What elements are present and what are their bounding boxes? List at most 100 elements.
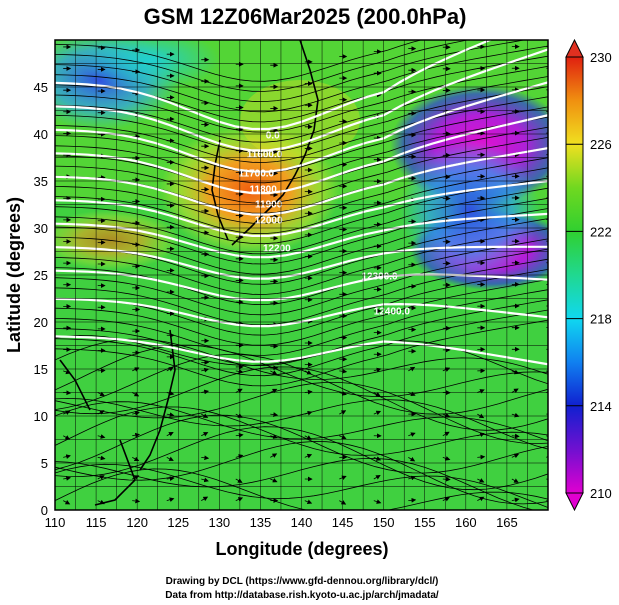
contour-label: 12000	[255, 215, 283, 226]
wind-arrow	[477, 389, 485, 394]
chart-title: GSM 12Z06Mar2025 (200.0hPa)	[144, 4, 467, 29]
wind-arrow	[442, 367, 451, 372]
wind-arrow	[97, 455, 106, 461]
wind-arrow	[201, 455, 210, 461]
wind-arrow	[270, 434, 278, 439]
x-tick-label: 140	[291, 515, 313, 530]
contour-label: 0.0	[266, 131, 280, 142]
wind-arrow	[63, 499, 71, 505]
wind-arrow	[373, 456, 382, 461]
wind-arrow	[408, 497, 417, 503]
colorbar-max-triangle	[565, 38, 584, 58]
wind-arrow	[63, 435, 71, 440]
wind-arrow	[235, 388, 243, 394]
wind-arrow	[304, 499, 313, 505]
colorbar-tick-label: 226	[590, 137, 612, 152]
x-tick-label: 110	[45, 515, 66, 530]
x-tick-label: 145	[332, 515, 354, 530]
wind-arrow	[201, 367, 210, 373]
wind-arrow	[511, 388, 519, 393]
y-tick-label: 45	[34, 80, 48, 95]
y-tick-label: 40	[34, 127, 48, 142]
wind-arrow	[477, 478, 485, 483]
wind-arrow	[97, 391, 105, 397]
wind-arrow	[477, 454, 486, 460]
colorbar-tick-label: 214	[590, 399, 612, 414]
wind-arrow	[408, 432, 416, 437]
wind-arrow	[511, 453, 520, 459]
wind-arrow	[63, 476, 72, 481]
x-tick-label: 125	[167, 515, 189, 530]
wind-arrow	[270, 453, 278, 458]
x-axis-label: Longitude (degrees)	[215, 539, 388, 559]
wind-arrow	[373, 392, 381, 397]
wind-arrow	[408, 456, 416, 462]
contour-label: 12400.0	[374, 306, 411, 317]
x-axis-ticks: 110 115 120 125 130 135 140 145 150 155 160 165	[45, 515, 518, 530]
contour-label: 12200	[263, 244, 291, 255]
y-tick-label: 20	[34, 315, 48, 330]
contour-label-group: 0.0 11600.0 11700.0 11800. 11900 12000 12200 12…	[239, 131, 411, 318]
wind-arrow	[270, 388, 278, 394]
plot-frame	[54, 39, 549, 511]
y-tick-label: 35	[34, 174, 48, 189]
y-tick-label: 30	[34, 221, 48, 236]
wind-arrow	[304, 453, 313, 459]
x-tick-label: 135	[250, 515, 272, 530]
wind-arrow	[201, 477, 209, 483]
y-tick-label: 15	[34, 362, 48, 377]
wind-arrow	[442, 413, 451, 418]
contour-label: 11800.	[250, 184, 280, 195]
x-tick-label: 165	[496, 515, 518, 530]
wind-arrow	[511, 369, 520, 375]
wind-arrow	[132, 367, 140, 372]
wind-arrow	[63, 454, 71, 459]
credit-drawing: Drawing by DCL (https://www.gfd-dennou.o…	[166, 576, 439, 587]
colorbar-min-triangle	[565, 492, 584, 512]
wind-arrow	[511, 433, 520, 439]
wind-arrow	[270, 412, 279, 417]
colorbar-tick-label: 222	[590, 224, 612, 239]
wind-arrow	[373, 499, 382, 504]
x-tick-label: 155	[414, 515, 436, 530]
y-axis-label: Latitude (degrees)	[4, 197, 24, 353]
contour-label: 12300.0	[361, 272, 398, 283]
wind-arrow	[132, 411, 140, 416]
contour-label: 11700.0	[239, 168, 275, 179]
wind-arrow	[235, 369, 244, 374]
wind-arrow	[442, 497, 450, 502]
wind-arrow	[304, 370, 312, 375]
wind-arrow	[304, 410, 313, 416]
colorbar-tick-label: 210	[590, 486, 612, 501]
wind-arrow	[373, 410, 382, 416]
wind-arrow	[511, 478, 519, 483]
wind-arrow	[132, 432, 141, 438]
wind-arrow	[442, 476, 451, 482]
wind-arrow	[235, 497, 244, 502]
contour-label: 11600.0	[247, 150, 283, 161]
colorbar-gradient	[565, 56, 584, 494]
wind-arrow	[235, 432, 244, 438]
wind-arrow	[408, 475, 416, 481]
wind-arrow	[97, 410, 105, 415]
wind-arrow	[270, 477, 278, 483]
wind-arrow	[304, 435, 312, 440]
wind-arrow	[235, 478, 243, 483]
wind-arrow	[132, 475, 140, 480]
wind-arrow	[63, 410, 71, 415]
wind-arrow	[166, 476, 175, 481]
wind-arrow	[166, 497, 175, 502]
wind-arrow	[201, 432, 209, 437]
y-tick-label: 25	[34, 268, 48, 283]
colorbar: 210 214 218 222 226 230	[565, 38, 612, 512]
x-tick-label: 160	[455, 515, 477, 530]
wind-arrow	[477, 432, 485, 437]
credit-data: Data from http://database.rish.kyoto-u.a…	[165, 590, 439, 601]
colorbar-tick-label: 218	[590, 312, 612, 327]
contour-label: 11900	[255, 199, 283, 210]
wind-arrow	[235, 454, 244, 459]
grid	[54, 39, 549, 511]
x-tick-label: 150	[373, 515, 395, 530]
wind-arrow	[270, 370, 278, 375]
